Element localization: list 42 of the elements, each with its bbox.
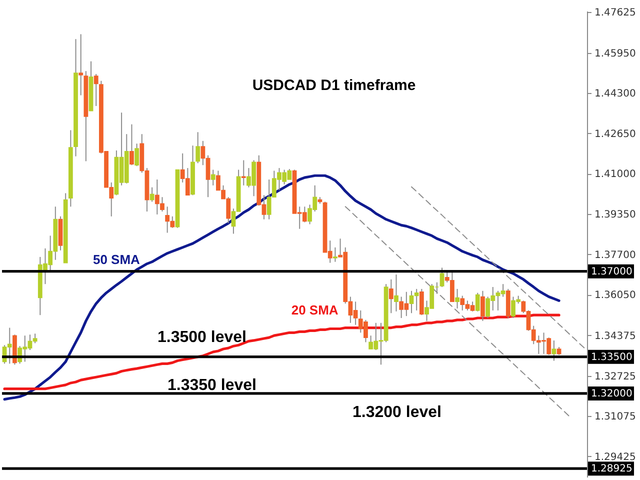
y-tick-label: 1.44300 bbox=[594, 88, 636, 100]
y-tick-label: 1.36050 bbox=[594, 290, 636, 302]
candlestick bbox=[475, 292, 480, 312]
candlestick bbox=[241, 160, 246, 186]
y-tick-label: 1.29425 bbox=[594, 452, 636, 463]
candlestick bbox=[388, 278, 394, 314]
annotation: 1.3350 level bbox=[168, 377, 256, 394]
series-label: 50 SMA bbox=[92, 252, 141, 268]
ref-line-label: 1.37000 bbox=[591, 266, 632, 278]
candlestick bbox=[134, 143, 140, 167]
y-tick-label: 1.34375 bbox=[594, 330, 636, 342]
candlestick bbox=[480, 290, 485, 322]
y-tick-label: 1.32725 bbox=[594, 371, 636, 382]
y-tick-label: 1.47625 bbox=[594, 7, 636, 18]
line-series bbox=[411, 186, 585, 349]
candlestick bbox=[78, 34, 84, 96]
candlestick bbox=[455, 288, 460, 309]
ref-line-label: 1.32000 bbox=[591, 388, 632, 400]
annotation: 1.3500 level bbox=[158, 329, 246, 346]
y-tick-label: 1.37700 bbox=[594, 250, 636, 261]
line-series bbox=[344, 206, 570, 417]
series-label: 20 SMA bbox=[291, 302, 339, 318]
candlestick bbox=[94, 74, 98, 107]
y-tick-label: 1.42650 bbox=[594, 128, 636, 140]
y-tick-label: 1.41000 bbox=[594, 169, 636, 180]
candlestick bbox=[332, 246, 338, 262]
candlestick bbox=[150, 186, 154, 202]
y-tick-label: 1.45950 bbox=[594, 48, 636, 60]
candlestick bbox=[440, 267, 444, 288]
candlestick bbox=[552, 340, 556, 362]
candlestick bbox=[419, 288, 424, 316]
candlestick bbox=[210, 169, 216, 186]
line-series bbox=[3, 174, 560, 401]
annotation: 1.3200 level bbox=[352, 404, 442, 421]
y-tick-label: 1.31075 bbox=[594, 412, 636, 423]
text: USDCAD D1 timeframe bbox=[252, 77, 416, 94]
ref-line-label: 1.28925 bbox=[591, 464, 632, 475]
ref-line-label: 1.33500 bbox=[591, 352, 632, 363]
candlestick bbox=[130, 124, 134, 166]
candlestick bbox=[394, 274, 398, 312]
y-tick-label: 1.39350 bbox=[594, 209, 636, 220]
candlestick bbox=[196, 132, 200, 164]
